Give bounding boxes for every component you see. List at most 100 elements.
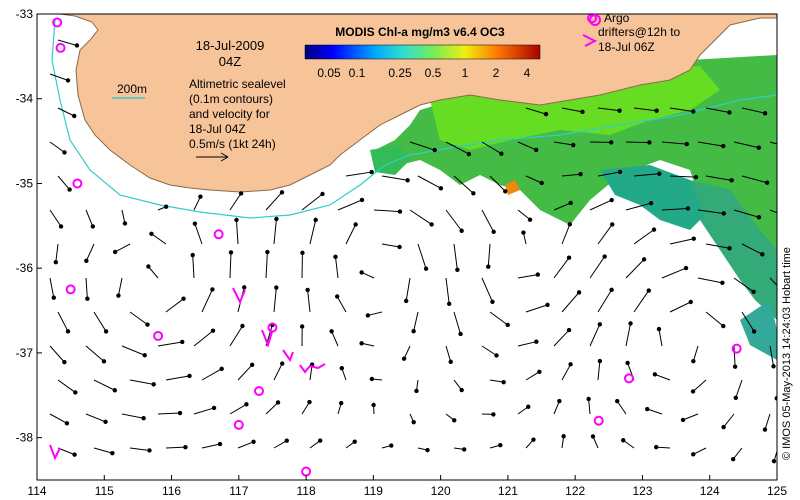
velocity-arrowhead: [651, 227, 657, 232]
velocity-arrow: [487, 243, 491, 267]
velocity-arrowhead: [590, 434, 596, 439]
x-tick-label: 124: [700, 484, 720, 498]
velocity-arrowhead: [177, 410, 183, 416]
velocity-arrow: [165, 446, 186, 449]
velocity-arrow: [656, 446, 671, 449]
argo-float-marker: [65, 284, 76, 295]
velocity-arrowhead: [526, 404, 531, 409]
velocity-arrowhead: [244, 402, 249, 407]
velocity-arrowhead: [683, 265, 689, 271]
velocity-arrowhead: [459, 228, 464, 233]
velocity-arrow: [517, 141, 537, 151]
velocity-arrow: [445, 209, 463, 232]
velocity-arrow: [337, 199, 363, 211]
velocity-arrowhead: [527, 217, 533, 222]
velocity-arrow: [622, 439, 635, 449]
velocity-arrowhead: [180, 339, 185, 345]
velocity-arrowhead: [397, 244, 402, 250]
velocity-arrow: [561, 173, 581, 177]
argo-float-marker: [624, 373, 634, 384]
velocity-arrowhead: [411, 329, 416, 334]
velocity-arrowhead: [729, 178, 734, 183]
velocity-arrow: [336, 296, 347, 313]
velocity-arrow: [733, 141, 759, 149]
velocity-arrow: [193, 196, 201, 211]
argo-float-marker: [153, 330, 164, 341]
velocity-arrowhead: [533, 147, 539, 153]
velocity-arrow: [741, 175, 768, 184]
velocity-arrow: [235, 219, 239, 245]
velocity-arrowhead: [455, 267, 460, 272]
velocity-arrow: [697, 209, 724, 214]
velocity-arrowhead: [51, 295, 56, 300]
velocity-arrow: [453, 175, 474, 194]
velocity-arrow: [692, 345, 699, 362]
velocity-arrow: [597, 224, 613, 245]
velocity-arrowhead: [486, 264, 491, 269]
chl-patch-bright: [430, 66, 720, 150]
velocity-arrowhead: [602, 254, 607, 259]
velocity-arrow: [57, 379, 76, 393]
velocity-arrow: [741, 243, 763, 255]
y-tick-label: -34: [16, 92, 34, 106]
velocity-arrow: [301, 401, 310, 415]
velocity-arrowhead: [537, 369, 542, 374]
velocity-arrow: [193, 407, 215, 415]
time-label: 04Z: [219, 54, 241, 69]
velocity-arrowhead: [792, 217, 796, 221]
velocity-arrow: [129, 379, 154, 385]
velocity-arrow: [121, 209, 126, 224]
velocity-arrowhead: [646, 288, 651, 293]
velocity-arrowhead: [249, 362, 255, 367]
velocity-arrow: [121, 345, 145, 356]
colorbar-tick: 2: [493, 66, 500, 80]
velocity-arrow: [633, 229, 655, 245]
velocity-arrow: [733, 345, 736, 367]
velocity-arrow: [489, 379, 504, 383]
y-tick-label: -38: [16, 431, 34, 445]
velocity-arrowhead: [446, 301, 452, 307]
velocity-arrowhead: [693, 174, 699, 180]
velocity-arrow: [553, 141, 574, 146]
velocity-arrowhead: [771, 364, 776, 369]
velocity-arrow: [553, 329, 570, 347]
velocity-arrowhead: [359, 341, 364, 346]
colorbar-tick: 0.5: [425, 66, 442, 80]
sealevel-line: (0.1m contours): [189, 92, 273, 106]
argo-float-marker: [213, 229, 224, 240]
velocity-arrow: [85, 209, 94, 227]
velocity-arrowhead: [210, 328, 216, 333]
velocity-arrow: [445, 141, 470, 155]
velocity-arrowhead: [760, 252, 765, 257]
velocity-arrow: [661, 207, 688, 211]
velocity-arrowhead: [535, 272, 540, 277]
chl-patch-east: [690, 180, 777, 320]
velocity-arrowhead: [691, 236, 696, 241]
velocity-arrow: [151, 233, 167, 245]
velocity-arrow: [589, 324, 601, 347]
velocity-arrowhead: [762, 111, 768, 116]
x-tick-label: 116: [162, 484, 181, 498]
velocity-arrow: [193, 330, 214, 347]
drift-track: [232, 287, 246, 305]
velocity-arrow: [769, 345, 774, 367]
velocity-arrow: [697, 141, 724, 147]
velocity-arrowhead: [403, 298, 409, 304]
velocity-arrow: [157, 412, 180, 415]
velocity-arrowhead: [338, 400, 344, 406]
velocity-arrow: [525, 371, 540, 381]
velocity-arrowhead: [576, 290, 582, 295]
velocity-arrowhead: [531, 437, 536, 442]
velocity-arrowhead: [183, 444, 188, 450]
velocity-arrowhead: [762, 427, 768, 432]
velocity-arrow: [553, 257, 570, 279]
velocity-arrow: [669, 238, 694, 245]
velocity-arrowhead: [691, 452, 696, 457]
velocity-arrowhead: [147, 448, 152, 453]
velocity-arrowhead: [299, 324, 305, 329]
velocity-arrowhead: [238, 191, 244, 196]
velocity-arrow: [561, 107, 583, 113]
argo-drift-tracks: [49, 287, 326, 461]
velocity-arrow: [192, 255, 195, 279]
